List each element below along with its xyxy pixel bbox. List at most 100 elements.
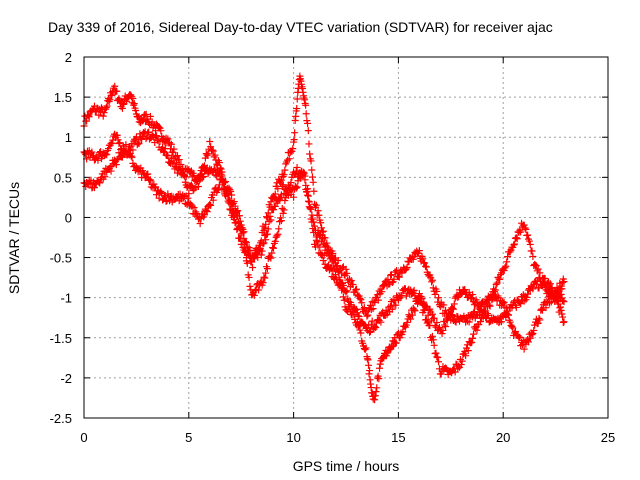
data-point [410, 306, 418, 314]
data-point [182, 173, 190, 181]
data-point [264, 225, 272, 233]
data-point [408, 311, 416, 319]
y-tick-label: 1.5 [54, 90, 72, 105]
data-point [267, 254, 275, 262]
data-point [356, 294, 364, 302]
data-point [112, 161, 120, 169]
data-point [304, 192, 312, 200]
data-point [528, 331, 536, 339]
data-point [560, 318, 568, 326]
data-point [546, 280, 554, 288]
data-point [343, 287, 351, 295]
data-point [316, 243, 324, 251]
data-point [263, 265, 271, 273]
data-point [245, 273, 253, 281]
data-point [270, 244, 278, 252]
data-point [433, 319, 441, 327]
data-point [312, 236, 320, 244]
data-point [430, 341, 438, 349]
data-point [432, 349, 440, 357]
data-point [435, 294, 443, 302]
data-point [430, 314, 438, 322]
data-point [299, 168, 307, 176]
data-point [409, 288, 417, 296]
y-tick-label: -0.5 [50, 251, 72, 266]
data-point [536, 316, 544, 324]
data-point [473, 326, 481, 334]
data-point [138, 135, 146, 143]
data-point [318, 235, 326, 243]
y-tick-label: 2 [65, 50, 72, 65]
data-point [516, 333, 524, 341]
data-point [362, 344, 370, 352]
data-point [271, 190, 279, 198]
data-point [304, 185, 312, 193]
data-point [85, 113, 93, 121]
data-point [207, 201, 215, 209]
data-point [442, 323, 450, 331]
data-point [501, 264, 509, 272]
data-point [352, 286, 360, 294]
data-point [280, 171, 288, 179]
data-point [291, 129, 299, 137]
y-tick-label: 1 [65, 130, 72, 145]
data-point [305, 140, 313, 148]
data-point [264, 209, 272, 217]
x-tick-label: 0 [80, 430, 87, 445]
data-point [228, 200, 236, 208]
data-point [242, 239, 250, 247]
data-point [332, 275, 340, 283]
data-point [556, 303, 564, 311]
data-point [281, 197, 289, 205]
data-point [119, 100, 127, 108]
data-point [470, 330, 478, 338]
data-point [342, 288, 350, 296]
data-point [223, 190, 231, 198]
ticks: 0 5 10 15 20 25 -2.5 -2 -1.5 -1 -0.5 0 0.5 1 1.5 2 [50, 50, 616, 445]
data-point [521, 224, 529, 232]
data-point [504, 253, 512, 261]
data-point [84, 112, 92, 120]
data-point [242, 238, 250, 246]
data-point [146, 112, 154, 120]
data-point [257, 251, 265, 259]
data-point [306, 203, 314, 211]
data-point [525, 338, 533, 346]
data-point [279, 209, 287, 217]
data-point [403, 319, 411, 327]
data-point [468, 338, 476, 346]
data-point [266, 253, 274, 261]
data-point [169, 148, 177, 156]
data-point [388, 343, 396, 351]
data-point [260, 273, 268, 281]
data-point [304, 119, 312, 127]
data-point [231, 205, 239, 213]
data-point [462, 352, 470, 360]
data-point [123, 97, 131, 105]
data-point [308, 166, 316, 174]
data-point [281, 166, 289, 174]
y-tick-label: -2 [60, 371, 72, 386]
data-point [128, 153, 136, 161]
data-point [342, 265, 350, 273]
data-point [88, 148, 96, 156]
data-point [329, 267, 337, 275]
data-point [424, 318, 432, 326]
data-point [120, 145, 128, 153]
data-point [352, 285, 360, 293]
data-point [203, 208, 211, 216]
data-point [274, 185, 282, 193]
data-point [103, 151, 111, 159]
data-point [192, 208, 200, 216]
data-point [262, 236, 270, 244]
data-point [108, 91, 116, 99]
data-point [258, 247, 266, 255]
data-point [415, 247, 423, 255]
data-point [314, 207, 322, 215]
data-point [135, 140, 143, 148]
data-point [277, 176, 285, 184]
data-point [194, 182, 202, 190]
data-point [235, 219, 243, 227]
data-point [200, 172, 208, 180]
data-point [438, 330, 446, 338]
